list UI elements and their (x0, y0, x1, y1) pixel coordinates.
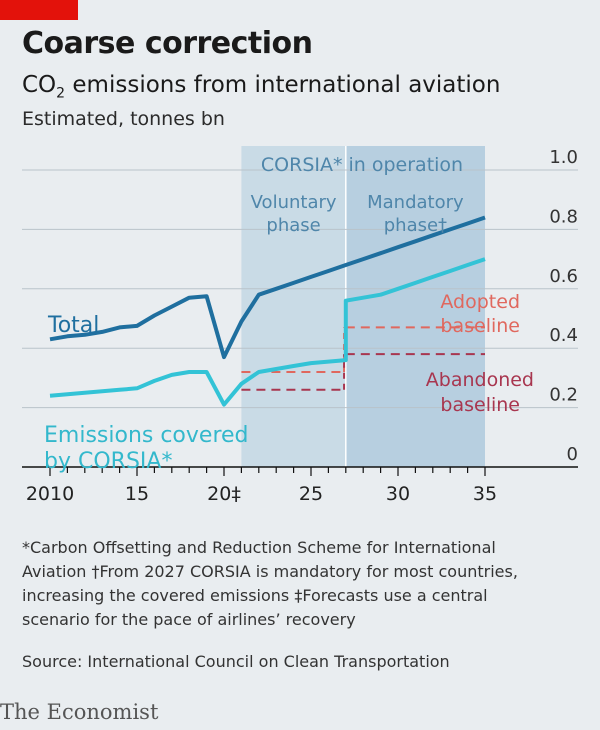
y-tick-label: 0.8 (549, 206, 578, 227)
region-header: CORSIA* in operation (261, 154, 463, 176)
y-tick-label: 0.6 (549, 266, 578, 287)
footnote-line: Aviation †From 2027 CORSIA is mandatory … (22, 562, 518, 581)
baseline-label-abandoned: Abandoned (426, 369, 534, 391)
region-label: phase (266, 215, 320, 236)
footnote-line: scenario for the pace of airlines’ recov… (22, 610, 356, 629)
region-label: phase† (384, 215, 447, 236)
chart-unit: Estimated, tonnes bn (22, 108, 225, 130)
baseline-label-adopted: Adopted (440, 291, 520, 313)
x-tick-label: 25 (299, 483, 323, 505)
baseline-label-adopted: baseline (440, 315, 520, 337)
source-note: Source: International Council on Clean T… (22, 652, 450, 671)
y-tick-label: 0 (567, 444, 578, 465)
footnote: *Carbon Offsetting and Reduction Scheme … (22, 536, 582, 632)
series-label-total: Total (47, 313, 99, 338)
region-label: Voluntary (251, 192, 337, 213)
subtitle-pre: CO (22, 72, 57, 98)
x-tick-label: 20‡ (207, 483, 241, 505)
economist-logo: The Economist (0, 700, 159, 724)
series-line (49, 257, 486, 407)
x-tick-label: 30 (386, 483, 410, 505)
baseline-label-abandoned: baseline (440, 394, 520, 416)
series-line (49, 215, 486, 360)
x-tick-label: 15 (125, 483, 149, 505)
chart-subtitle: CO2 emissions from international aviatio… (22, 72, 500, 102)
economist-red-tag (0, 0, 78, 20)
series-label-covered: by CORSIA* (44, 449, 172, 474)
shaded-region (345, 146, 485, 467)
x-tick-label: 2010 (26, 483, 74, 505)
footnote-line: *Carbon Offsetting and Reduction Scheme … (22, 538, 496, 557)
x-axis (22, 466, 578, 476)
region-label: Mandatory (367, 192, 464, 213)
y-tick-label: 0.2 (549, 385, 578, 406)
series-label-covered: Emissions covered (44, 423, 249, 448)
shaded-regions (241, 146, 485, 467)
chart-title: Coarse correction (22, 26, 313, 61)
footnote-line: increasing the covered emissions ‡Foreca… (22, 586, 488, 605)
subtitle-post: emissions from international aviation (65, 72, 501, 98)
x-tick-label: 35 (473, 483, 497, 505)
y-tick-label: 0.4 (549, 325, 578, 346)
series-lines (49, 215, 486, 407)
y-tick-label: 1.0 (549, 147, 578, 168)
subtitle-sub: 2 (56, 85, 66, 102)
grid-lines (22, 169, 578, 409)
shaded-region (241, 146, 346, 467)
